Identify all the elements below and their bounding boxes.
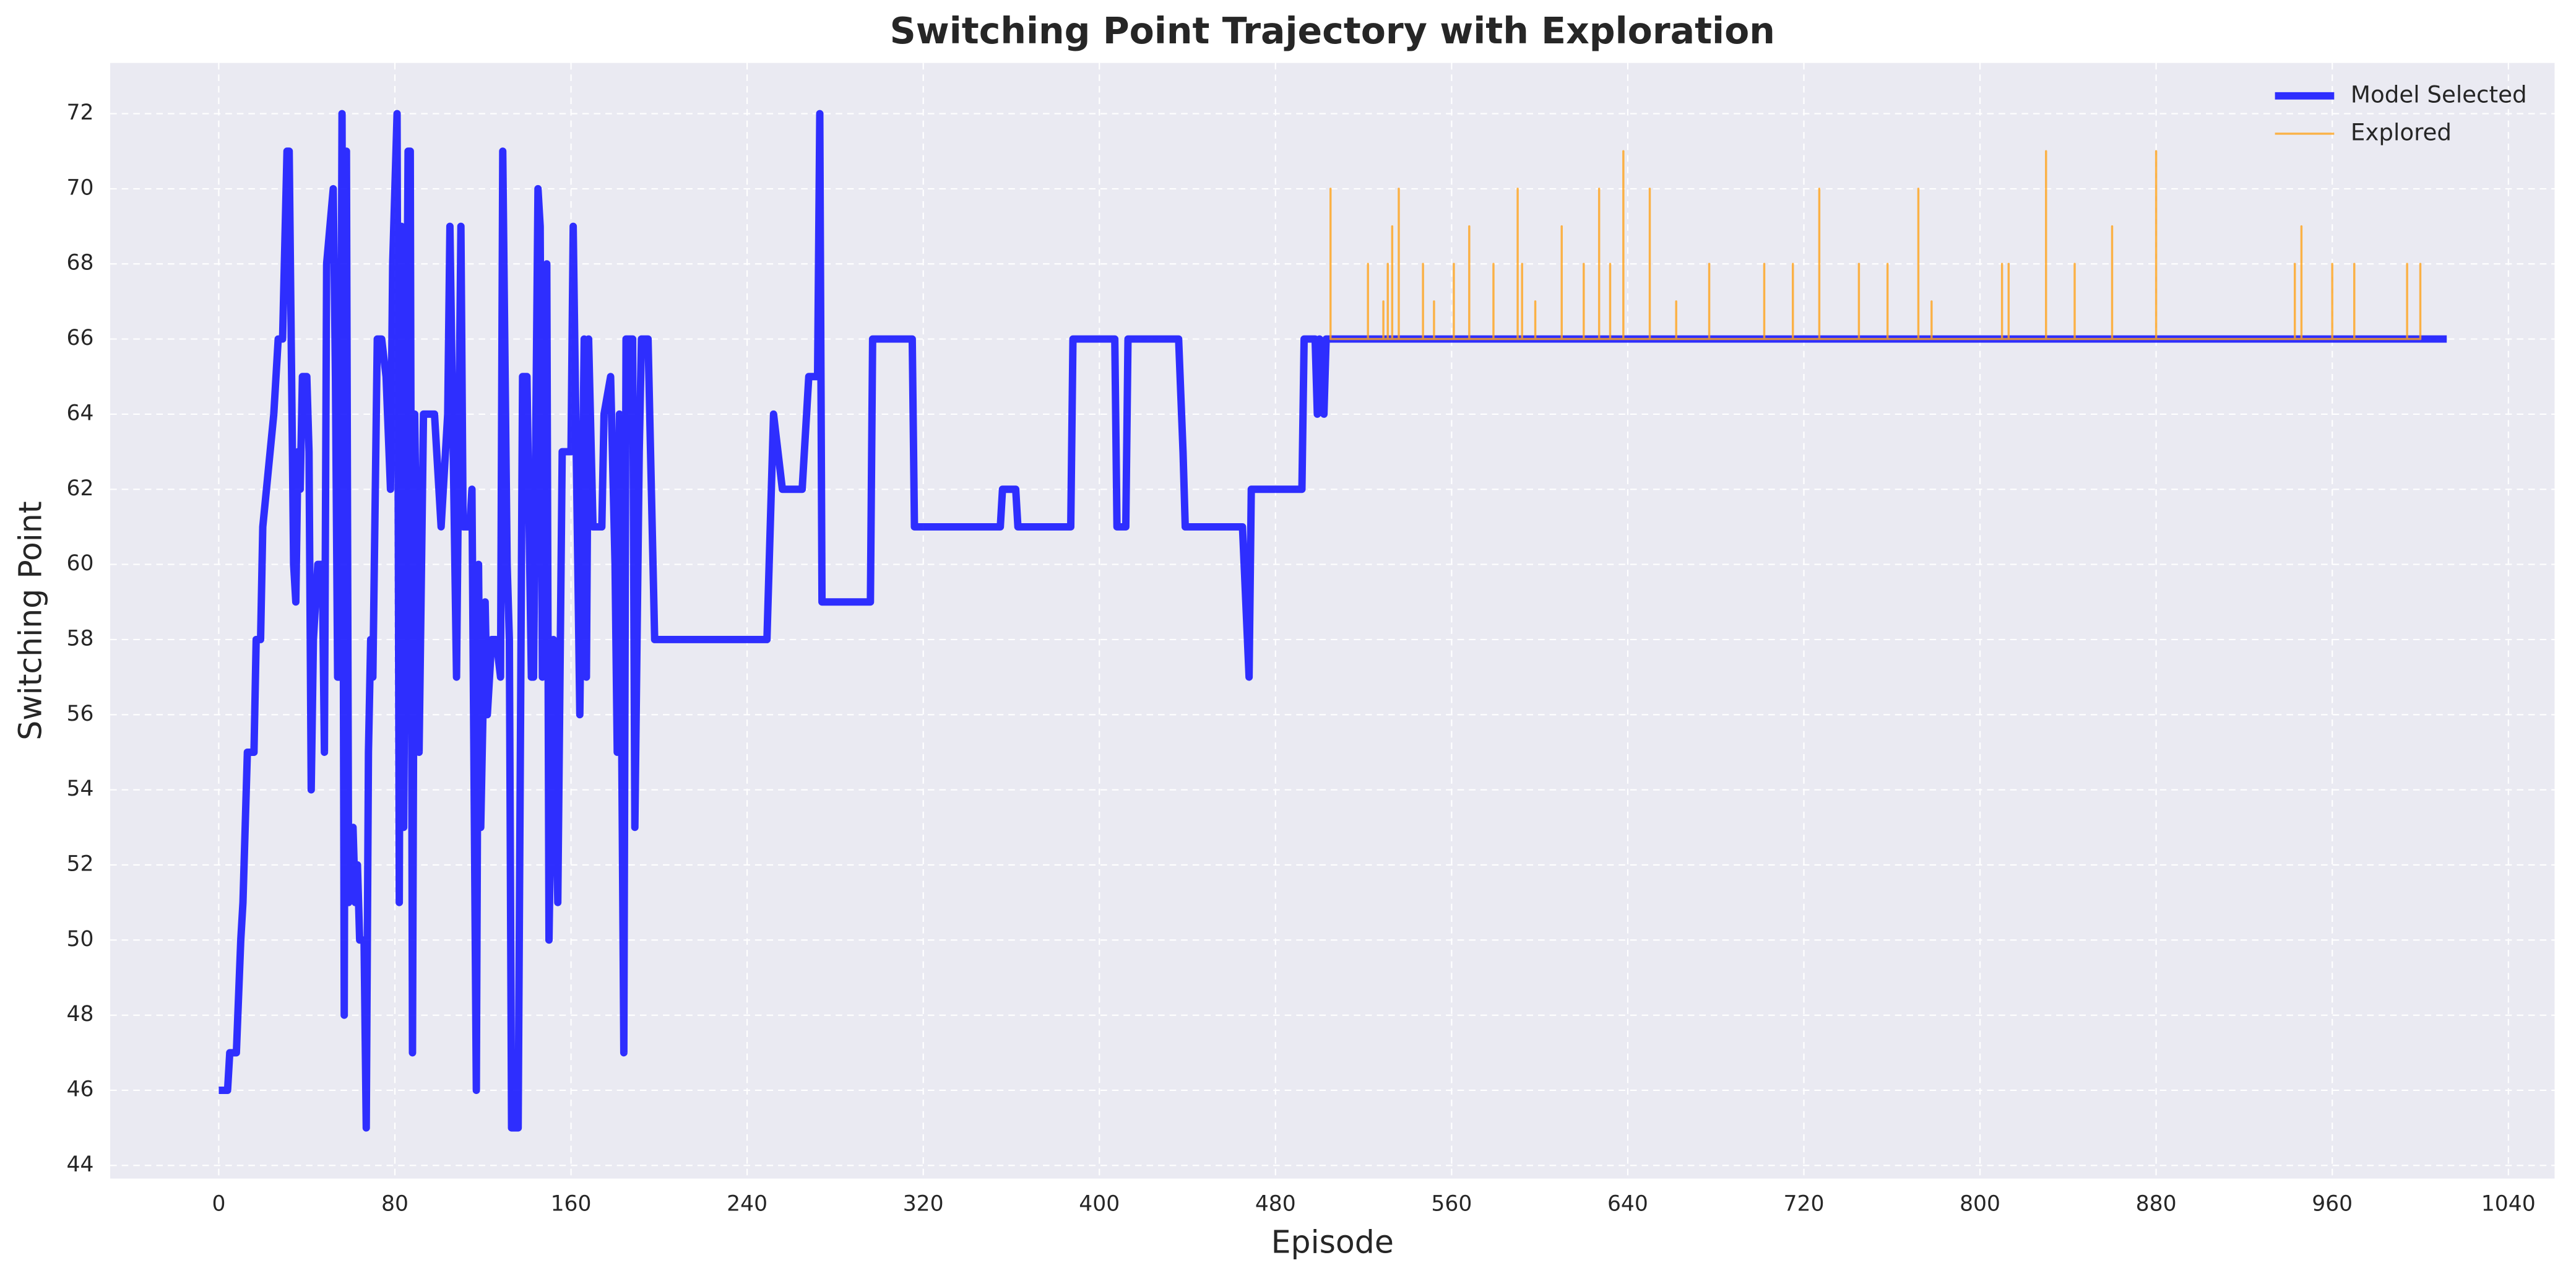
y-tick-label: 66	[67, 326, 94, 350]
x-tick-label: 720	[1784, 1192, 1825, 1217]
x-tick-label: 240	[727, 1192, 767, 1217]
x-tick-label: 80	[381, 1192, 408, 1217]
y-tick-label: 50	[67, 927, 94, 952]
y-tick-label: 64	[67, 401, 94, 425]
y-tick-label: 52	[67, 851, 94, 876]
x-tick-label: 400	[1079, 1192, 1120, 1217]
y-tick-label: 58	[67, 626, 94, 651]
y-tick-label: 60	[67, 551, 94, 576]
x-tick-label: 560	[1431, 1192, 1472, 1217]
legend-label: Model Selected	[2351, 80, 2527, 108]
series-line	[218, 110, 2447, 1132]
x-tick-label: 640	[1607, 1192, 1648, 1217]
x-tick-label: 800	[1960, 1192, 2000, 1217]
x-tick-label: 160	[551, 1192, 592, 1217]
y-axis-label: Switching Point	[12, 501, 49, 740]
marks	[218, 110, 2447, 1132]
x-tick-label: 480	[1255, 1192, 1296, 1217]
y-tick-label: 56	[67, 701, 94, 726]
y-tick-label: 44	[67, 1152, 94, 1177]
y-tick-label: 68	[67, 251, 94, 276]
x-tick-label: 960	[2312, 1192, 2353, 1217]
x-tick-label: 880	[2136, 1192, 2177, 1217]
y-tick-label: 72	[67, 100, 94, 125]
chart-title: Switching Point Trajectory with Explorat…	[890, 10, 1775, 52]
y-tick-label: 46	[67, 1077, 94, 1101]
y-tick-label: 62	[67, 476, 94, 501]
y-tick-label: 48	[67, 1002, 94, 1027]
y-tick-label: 54	[67, 776, 94, 801]
x-tick-label: 320	[903, 1192, 944, 1217]
x-axis-label: Episode	[1271, 1223, 1394, 1260]
y-tick-label: 70	[67, 175, 94, 200]
x-tick-label: 0	[212, 1192, 225, 1217]
legend: Model Selected Explored	[2275, 80, 2527, 145]
series-line	[1329, 150, 2422, 341]
legend-label: Explored	[2351, 118, 2452, 145]
x-tick-label: 1040	[2481, 1192, 2536, 1217]
